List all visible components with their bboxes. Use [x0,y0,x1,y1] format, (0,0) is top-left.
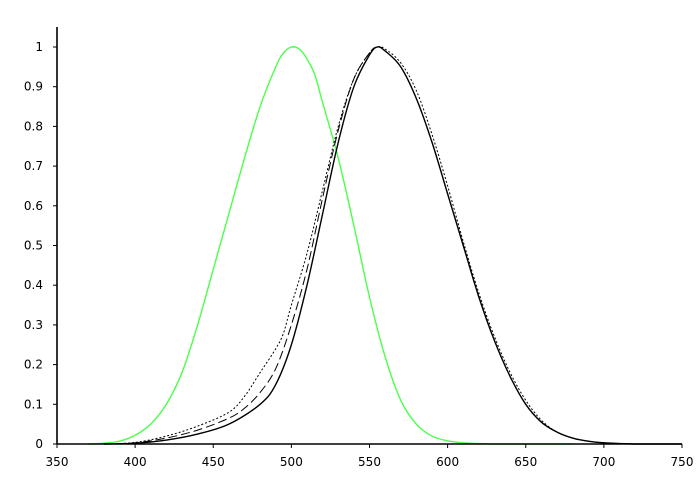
x-tick-label: 500 [280,455,303,469]
x-tick-label: 400 [124,455,147,469]
x-tick-label: 550 [358,455,381,469]
x-tick-label: 700 [592,455,615,469]
series-line-solid-0 [88,46,573,445]
y-tick-label: 0.8 [24,119,43,133]
y-tick-label: 0.9 [24,80,43,94]
y-tick-label: 0.1 [24,397,43,411]
series-line-dashed-2 [103,46,682,445]
y-tick-label: 0 [35,437,43,451]
y-tick-label: 0.7 [24,159,43,173]
x-tick-label: 750 [671,455,694,469]
y-tick-label: 0.5 [24,239,43,253]
series-line-dotted-3 [103,46,682,445]
y-tick-label: 1 [35,40,43,54]
y-tick-label: 0.6 [24,199,43,213]
x-tick-label: 650 [514,455,537,469]
x-tick-label: 350 [46,455,69,469]
x-tick-label: 450 [202,455,225,469]
y-tick-label: 0.3 [24,318,43,332]
x-tick-label: 600 [436,455,459,469]
y-tick-label: 0.2 [24,358,43,372]
ticks-layer: 350 400 450 500 550 600 650 700 750 0 0.1 0.2 0.3 0.4… [24,40,694,469]
y-tick-label: 0.4 [24,278,43,292]
series-layer [88,46,682,445]
series-line-solid-1 [103,46,682,445]
